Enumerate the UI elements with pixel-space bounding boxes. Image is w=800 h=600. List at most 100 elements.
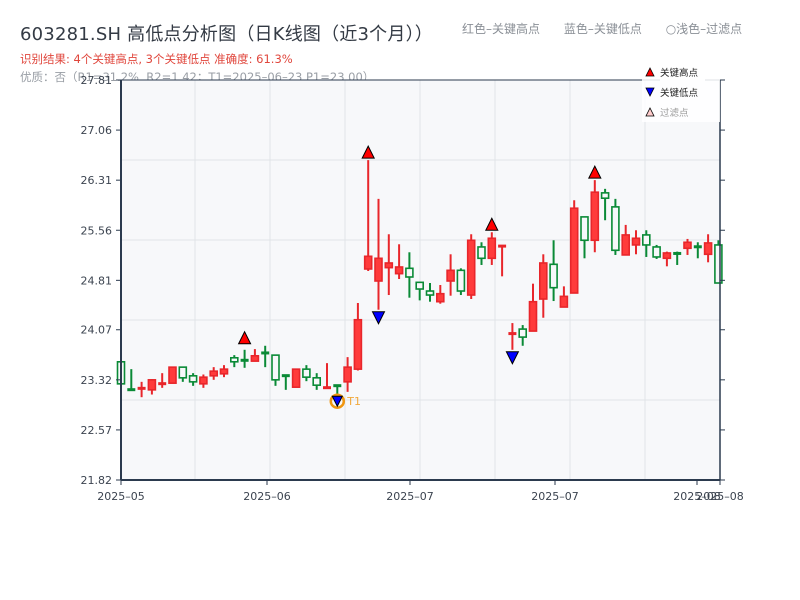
y-tick-label: 24.81 xyxy=(81,274,113,287)
candle-down xyxy=(188,373,198,386)
candle-body xyxy=(435,292,445,303)
t1-label: T1 xyxy=(346,395,361,408)
candle-down xyxy=(415,281,425,301)
y-tick-label: 27.81 xyxy=(81,74,113,87)
candle-body xyxy=(240,358,249,362)
legend-blue-low: 蓝色–关键低点 xyxy=(563,22,642,36)
recognition-result: 识别结果: 4个关键高点, 3个关键低点 准确度: 61.3% xyxy=(20,52,293,66)
candle-down xyxy=(641,230,651,257)
y-tick-label: 23.32 xyxy=(81,374,113,387)
candle-body xyxy=(312,377,322,386)
candle-body xyxy=(374,257,383,282)
legend-red-high: 红色–关键高点 xyxy=(462,22,541,36)
candle-down xyxy=(580,216,589,259)
candle-body xyxy=(323,386,331,390)
x-tick-label: 2025–07 xyxy=(386,490,434,503)
candle-body xyxy=(528,300,538,332)
candle-down xyxy=(549,240,558,302)
x-tick-label: 2025–05 xyxy=(97,490,145,503)
candle-up xyxy=(323,363,331,390)
candle-body xyxy=(498,244,507,248)
candle-body xyxy=(538,262,548,300)
candle-up xyxy=(219,365,229,378)
candle-up xyxy=(508,323,517,350)
candle-body xyxy=(302,368,311,378)
candle-body xyxy=(209,370,218,377)
candle-body xyxy=(446,269,455,282)
candle-down xyxy=(600,188,610,221)
candle-down xyxy=(261,345,270,368)
candle-down xyxy=(652,244,661,259)
candle-down xyxy=(178,366,188,382)
candle-down xyxy=(673,251,682,265)
candle-up xyxy=(559,286,569,308)
color-legend: 红色–关键高点 蓝色–关键低点 ○浅色–过滤点 xyxy=(462,20,742,37)
candle-body xyxy=(394,266,404,275)
candle-body xyxy=(466,239,476,296)
candles xyxy=(116,160,723,399)
candle-body xyxy=(250,354,260,362)
candle-down xyxy=(302,365,311,382)
candle-up xyxy=(621,224,631,256)
legend-light-filtered: ○浅色–过滤点 xyxy=(665,22,743,36)
candle-down xyxy=(693,242,702,259)
x-tick-label-end: 2025–08 xyxy=(696,490,744,503)
candle-body xyxy=(673,251,682,255)
legend-label: 关键低点 xyxy=(660,87,699,99)
candle-down xyxy=(271,354,280,386)
candle-up xyxy=(703,234,713,263)
candle-body xyxy=(281,374,290,378)
t1-ring-icon xyxy=(329,393,346,409)
legend-background xyxy=(642,62,720,122)
key-low-marker-icon xyxy=(505,351,520,365)
candle-body xyxy=(518,328,528,338)
candle-body xyxy=(271,354,280,381)
candle-up xyxy=(353,303,363,371)
candle-up xyxy=(394,244,404,279)
candle-body xyxy=(291,368,301,388)
candle-body xyxy=(158,382,167,386)
candle-up xyxy=(590,180,600,253)
candle-body xyxy=(590,191,600,242)
candle-body xyxy=(683,241,692,250)
key-high-marker-icon xyxy=(237,330,252,345)
candle-up xyxy=(528,283,538,332)
candle-body xyxy=(477,246,486,260)
candle-down xyxy=(611,198,620,255)
candle-body xyxy=(549,263,558,289)
y-tick-label: 22.57 xyxy=(81,424,113,437)
candle-body xyxy=(405,267,414,278)
y-tick-label: 27.06 xyxy=(81,124,113,137)
candle-body xyxy=(652,246,661,258)
y-tick-label: 25.56 xyxy=(81,224,113,237)
candle-body xyxy=(353,318,363,370)
candle-down xyxy=(518,325,528,346)
candle-down xyxy=(312,373,322,390)
candle-up xyxy=(487,232,497,265)
candle-up xyxy=(250,349,260,362)
candle-up xyxy=(168,366,177,384)
candle-down xyxy=(714,240,723,284)
candle-up xyxy=(158,373,167,388)
candle-body xyxy=(178,366,188,379)
candle-body xyxy=(611,206,620,252)
triangle-down-icon xyxy=(645,87,655,97)
candle-up xyxy=(683,238,692,255)
candle-up xyxy=(147,379,157,395)
candle-body xyxy=(714,244,723,284)
candle-down xyxy=(281,374,290,390)
candle-body xyxy=(621,234,631,256)
candle-up xyxy=(631,230,641,255)
candle-up xyxy=(363,160,373,271)
candle-body xyxy=(703,242,713,256)
key-high-marker-icon xyxy=(484,217,499,231)
candle-down xyxy=(456,268,466,296)
candle-down xyxy=(425,283,435,302)
candle-body xyxy=(508,332,517,336)
candle-up xyxy=(374,198,383,310)
candle-body xyxy=(199,376,208,385)
candle-up xyxy=(662,251,672,267)
candle-up xyxy=(498,244,507,277)
candle-body xyxy=(641,234,651,246)
